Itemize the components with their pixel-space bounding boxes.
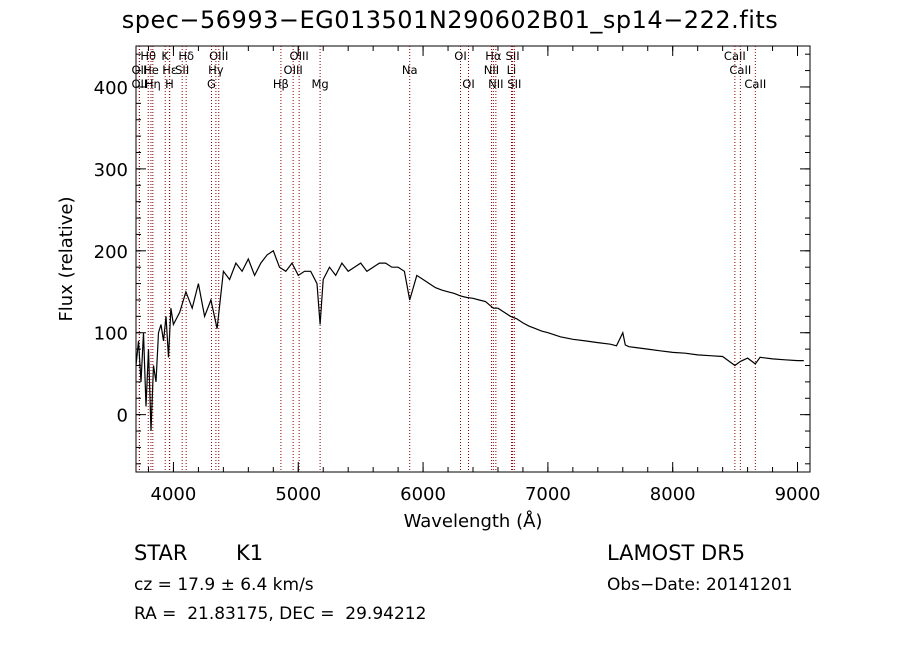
y-tick-label: 400 <box>94 78 128 99</box>
line-marker-label: Hα <box>485 49 502 63</box>
y-tick-label: 100 <box>94 324 128 345</box>
line-marker-label: Hθ <box>140 49 156 63</box>
spectrum-line <box>135 249 804 432</box>
line-marker-label: SII <box>506 49 520 63</box>
line-marker-label: Li <box>507 63 517 77</box>
line-marker-label: OIII <box>209 49 228 63</box>
line-marker-label: Hγ <box>208 63 224 77</box>
x-tick-label: 6000 <box>400 484 446 505</box>
line-marker-label: Hδ <box>178 49 194 63</box>
line-marker-label: OIII <box>290 49 309 63</box>
survey-name: LAMOST DR5 <box>607 541 746 565</box>
line-marker-label: OI <box>454 49 466 63</box>
y-axis-label: Flux (relative) <box>56 196 77 321</box>
line-marker-label: NII <box>488 77 503 91</box>
redshift-label: cz = 17.9 ± 6.4 km/s <box>134 575 314 595</box>
object-class: STAR <box>134 541 188 565</box>
line-marker-label: SII <box>507 77 521 91</box>
line-marker-label: CaII <box>724 49 746 63</box>
line-marker-label: K <box>161 49 169 63</box>
line-marker-label: OII <box>131 77 147 91</box>
x-tick-label: 4000 <box>151 484 197 505</box>
line-marker-label: Hβ <box>273 77 289 91</box>
y-tick-label: 200 <box>94 242 128 263</box>
line-marker-label: Mg <box>311 77 328 91</box>
x-tick-label: 7000 <box>525 484 571 505</box>
object-subclass: K1 <box>236 541 264 565</box>
y-tick-label: 300 <box>94 160 128 181</box>
line-marker-label: OI <box>462 77 474 91</box>
line-marker-label: Na <box>402 63 418 77</box>
line-marker-label: NII <box>484 63 499 77</box>
line-marker-label: G <box>207 77 216 91</box>
line-marker-label: He <box>143 63 159 77</box>
line-marker-label: OIII <box>284 63 303 77</box>
chart-title: spec−56993−EG013501N290602B01_sp14−222.f… <box>121 6 779 34</box>
line-marker-label: CaII <box>729 63 751 77</box>
x-tick-label: 5000 <box>275 484 321 505</box>
x-tick-label: 8000 <box>650 484 696 505</box>
x-axis-label: Wavelength (Å) <box>404 510 543 532</box>
line-marker-label: H <box>165 77 174 91</box>
y-tick-label: 0 <box>117 406 128 427</box>
line-marker-label: SII <box>175 63 189 77</box>
line-marker-label: Hη <box>145 77 161 91</box>
line-marker-label: CaII <box>744 77 766 91</box>
plot-frame <box>135 45 811 473</box>
coordinates-label: RA = 21.83175, DEC = 29.94212 <box>134 604 427 624</box>
x-tick-label: 9000 <box>775 484 821 505</box>
obs-date-label: Obs−Date: 20141201 <box>607 575 793 595</box>
